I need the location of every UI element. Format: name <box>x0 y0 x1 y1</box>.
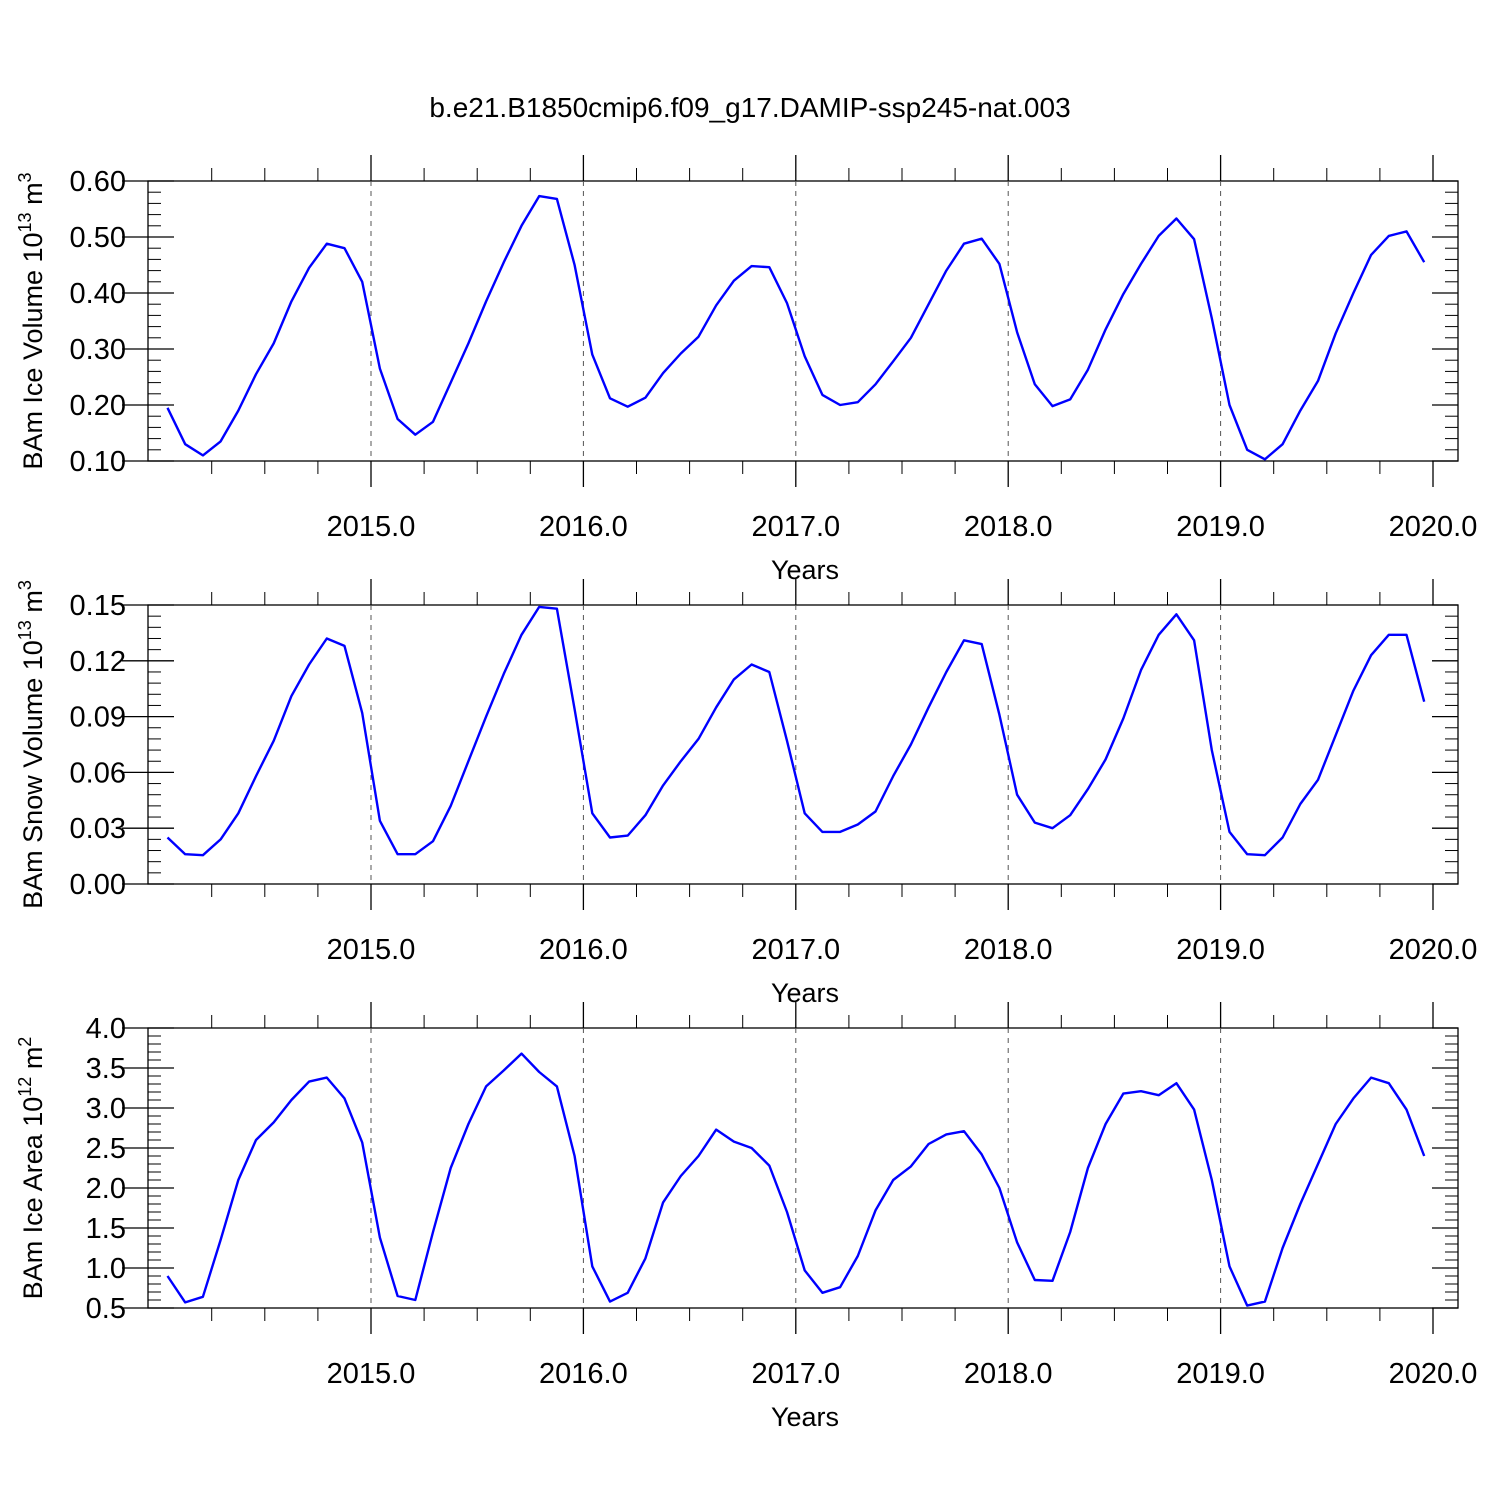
y-tick-label: 0.20 <box>70 390 126 422</box>
y-axis-label-unit-exponent: 3 <box>15 580 35 590</box>
y-tick-label: 1.5 <box>86 1213 126 1245</box>
y-tick-label: 0.09 <box>70 702 126 734</box>
x-tick-label: 2015.0 <box>327 511 416 543</box>
y-tick-label: 3.5 <box>86 1053 126 1085</box>
x-tick-label: 2016.0 <box>539 511 628 543</box>
x-tick-label: 2018.0 <box>964 511 1053 543</box>
x-tick-label: 2019.0 <box>1176 934 1265 966</box>
y-axis-label-unit: m <box>18 590 48 620</box>
x-tick-label: 2016.0 <box>539 934 628 966</box>
y-axis-label: BAm Snow Volume 1013 m3 <box>15 580 48 909</box>
y-axis-label-exponent: 13 <box>15 212 35 232</box>
panel-1: 2015.0 2016.0 2017.0 2018.0 2019.0 2020.0 0.10… <box>15 155 1477 585</box>
plot-frame <box>147 1027 1459 1309</box>
x-tick-label: 2015.0 <box>327 1358 416 1390</box>
x-tick-label: 2018.0 <box>964 934 1053 966</box>
y-axis-label-exponent: 13 <box>15 620 35 640</box>
y-tick-label: 0.30 <box>70 334 126 366</box>
y-tick-label: 2.0 <box>86 1173 126 1205</box>
y-tick-label: 0.10 <box>70 446 126 478</box>
panel-2: 2015.0 2016.0 2017.0 2018.0 2019.0 2020.0 0.00… <box>15 579 1477 1008</box>
x-tick-label: 2017.0 <box>751 511 840 543</box>
plot-frame <box>147 180 1459 462</box>
series-line <box>166 194 1426 461</box>
plot-frame <box>147 604 1459 885</box>
y-tick-label: 2.5 <box>86 1133 126 1165</box>
y-tick-label: 0.03 <box>70 813 126 845</box>
y-tick-label: 0.5 <box>86 1293 126 1325</box>
y-axis-label-unit-exponent: 2 <box>15 1037 35 1047</box>
figure-title: b.e21.B1850cmip6.f09_g17.DAMIP-ssp245-na… <box>429 92 1070 123</box>
x-tick-label: 2018.0 <box>964 1358 1053 1390</box>
x-tick-label: 2017.0 <box>751 1358 840 1390</box>
x-tick-label: 2015.0 <box>327 934 416 966</box>
x-tick-label: 2019.0 <box>1176 1358 1265 1390</box>
y-axis-label-unit-exponent: 3 <box>15 172 35 182</box>
y-tick-label: 1.0 <box>86 1253 126 1285</box>
y-tick-label: 0.00 <box>70 869 126 901</box>
y-tick-label: 0.40 <box>70 278 126 310</box>
x-tick-label: 2019.0 <box>1176 511 1265 543</box>
y-tick-label: 3.0 <box>86 1093 126 1125</box>
series-line <box>166 1052 1426 1307</box>
panel-3: 2015.0 2016.0 2017.0 2018.0 2019.0 2020.0 0.5 1… <box>15 1002 1477 1432</box>
y-tick-label: 4.0 <box>86 1013 126 1045</box>
y-axis-label: BAm Ice Area 1012 m2 <box>15 1037 48 1300</box>
x-tick-label: 2017.0 <box>751 934 840 966</box>
x-tick-label: 2020.0 <box>1389 934 1478 966</box>
y-axis-label: BAm Ice Volume 1013 m3 <box>15 172 48 469</box>
series-line <box>166 605 1426 857</box>
y-tick-label: 0.50 <box>70 222 126 254</box>
x-axis-label: Years <box>771 1402 839 1432</box>
x-axis-label: Years <box>771 555 839 585</box>
y-axis-label-text: BAm Ice Area 10 <box>18 1097 48 1300</box>
y-tick-label: 0.06 <box>70 757 126 789</box>
y-tick-label: 0.12 <box>70 646 126 678</box>
y-tick-label: 0.60 <box>70 166 126 198</box>
x-tick-label: 2020.0 <box>1389 1358 1478 1390</box>
y-axis-label-text: BAm Ice Volume 10 <box>18 232 48 469</box>
x-tick-label: 2016.0 <box>539 1358 628 1390</box>
y-axis-label-text: BAm Snow Volume 10 <box>18 640 48 909</box>
y-axis-label-unit: m <box>18 1047 48 1077</box>
y-axis-label-unit: m <box>18 182 48 212</box>
y-tick-label: 0.15 <box>70 590 126 622</box>
y-axis-label-exponent: 12 <box>15 1077 35 1097</box>
x-tick-label: 2020.0 <box>1389 511 1478 543</box>
x-axis-label: Years <box>771 978 839 1008</box>
